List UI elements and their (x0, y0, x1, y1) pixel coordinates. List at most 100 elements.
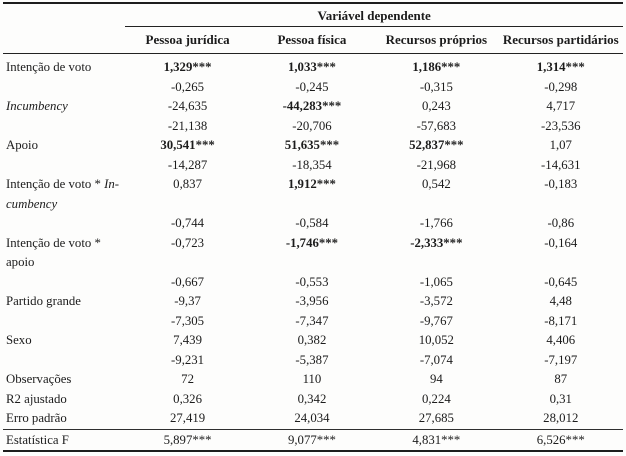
dependent-variable-spanner: Variável dependente (125, 3, 623, 27)
row-label (3, 273, 125, 293)
value-cell: -0,86 (547, 216, 575, 230)
coefficient-row: Apoio 30,541*** 51,635*** 52,837*** 1,07 (3, 136, 623, 156)
row-label: Incumbency (3, 97, 125, 117)
row-label: Partido grande (3, 292, 125, 312)
column-header: Recursos próprios (374, 26, 499, 54)
coefficient-row: Intenção de voto * apoio -0,723 -1,746*** -… (3, 234, 623, 273)
row-label (3, 156, 125, 176)
value-cell: 4,48 (549, 294, 572, 308)
value-cell: -1,746*** (285, 235, 339, 250)
column-header-row: Pessoa jurídica Pessoa física Recursos pró… (3, 26, 623, 54)
value-cell: -57,683 (416, 118, 457, 133)
value-cell: 24,034 (294, 411, 330, 425)
value-cell: -7,347 (295, 313, 329, 328)
value-cell: 51,635*** (284, 138, 340, 152)
standard-error-row: -0,265 -0,245 -0,315 -0,298 (3, 78, 623, 98)
value-cell: -7,074 (419, 352, 453, 367)
value-cell: 4,717 (546, 99, 576, 113)
value-cell: 6,526*** (498, 428, 623, 451)
value-cell: 0,837 (173, 177, 202, 191)
value-cell: -0,667 (171, 274, 205, 289)
value-cell: -2,333*** (410, 235, 463, 250)
value-cell: 1,07 (549, 138, 572, 152)
row-label-segment: Incumbency (6, 99, 68, 113)
value-cell: 72 (181, 372, 194, 386)
value-cell: 27,419 (169, 411, 206, 425)
value-cell: -14,287 (167, 157, 208, 172)
value-cell: -0,164 (544, 235, 578, 250)
value-cell: -21,968 (416, 157, 457, 172)
value-cell: 0,243 (421, 99, 451, 113)
standard-error-row: -14,287 -18,354 -21,968 -14,631 (3, 156, 623, 176)
value-cell: -24,635 (167, 99, 208, 113)
coefficient-row: R2 ajustado 0,326 0,342 0,224 0,31 (3, 390, 623, 410)
value-cell: 87 (554, 372, 568, 386)
coefficient-row: Observações 72 110 94 87 (3, 370, 623, 390)
row-label-segment: Sexo (6, 333, 32, 347)
value-cell: -0,315 (419, 79, 453, 94)
value-cell: -9,767 (419, 313, 453, 328)
value-cell: -9,231 (171, 352, 205, 367)
value-cell: -5,387 (295, 352, 329, 367)
row-label-segment: Partido grande (6, 294, 81, 308)
value-cell: 1,329*** (163, 60, 212, 74)
value-cell: 9,077*** (249, 428, 375, 451)
value-cell: 52,837*** (409, 138, 464, 152)
value-cell: 0,382 (297, 333, 327, 347)
row-label: Intenção de voto * apoio (3, 234, 125, 273)
value-cell: -20,706 (292, 118, 332, 133)
column-header: Pessoa jurídica (125, 26, 250, 54)
row-label (3, 351, 125, 371)
spanner-gap-cell (3, 3, 125, 27)
value-cell: 7,439 (173, 333, 202, 347)
value-cell: 27,685 (418, 411, 454, 425)
value-cell: 0,224 (421, 391, 451, 406)
value-cell: 0,342 (297, 391, 327, 406)
row-label (3, 214, 125, 234)
value-cell: -0,553 (295, 274, 329, 289)
value-cell: -0,645 (544, 274, 578, 289)
standard-error-row: -0,744 -0,584 -1,766 -0,86 (3, 214, 623, 234)
value-cell: 4,831*** (374, 428, 499, 451)
value-cell: -0,265 (171, 79, 205, 94)
row-label: Apoio (3, 136, 125, 156)
value-cell: -1,766 (419, 216, 453, 230)
row-label: Sexo (3, 331, 125, 351)
value-cell: -8,171 (544, 313, 578, 328)
regression-results-table: Variável dependente Pessoa jurídica Pesso… (3, 2, 623, 452)
value-cell: -3,956 (295, 294, 329, 308)
value-cell: -14,631 (541, 157, 581, 172)
standard-error-row: -21,138 -20,706 -57,683 -23,536 (3, 117, 623, 137)
value-cell: -7,197 (544, 352, 578, 367)
value-cell: 1,033*** (287, 60, 336, 74)
value-cell: -23,536 (541, 118, 581, 133)
row-label (3, 312, 125, 332)
row-label-segment: R2 ajustado (6, 391, 67, 406)
row-label: R2 ajustado (3, 390, 125, 410)
row-label-segment: Intenção de voto * apoio (6, 235, 101, 270)
value-cell: -44,283*** (282, 99, 342, 113)
value-cell: 10,052 (418, 333, 454, 347)
coefficient-row: Intenção de voto 1,329*** 1,033*** 1,186***… (3, 54, 623, 78)
row-label-segment: Intenção de voto (6, 60, 92, 74)
row-label-segment: In- cumbency (6, 177, 119, 211)
value-cell: -9,37 (174, 294, 201, 308)
value-cell: -1,065 (419, 274, 453, 289)
row-label-segment: Estatística F (6, 432, 69, 447)
coefficient-row: Incumbency -24,635 -44,283*** 0,243 4,717 (3, 97, 623, 117)
row-label: Erro padrão (3, 409, 125, 429)
row-label-header-empty (3, 26, 126, 54)
coefficient-row: Partido grande -9,37 -3,956 -3,572 4,48 (3, 292, 623, 312)
value-cell: -7,305 (171, 313, 205, 328)
value-cell: -18,354 (292, 157, 332, 172)
value-cell: -21,138 (167, 118, 208, 133)
value-cell: 0,326 (173, 391, 202, 406)
row-label-segment: Apoio (6, 138, 38, 152)
row-label: Intenção de voto * In- cumbency (3, 175, 125, 214)
standard-error-row: -0,667 -0,553 -1,065 -0,645 (3, 273, 623, 293)
value-cell: 0,31 (549, 391, 572, 406)
row-label (3, 78, 125, 98)
row-label: Observações (3, 370, 125, 390)
value-cell: 4,406 (546, 333, 576, 347)
